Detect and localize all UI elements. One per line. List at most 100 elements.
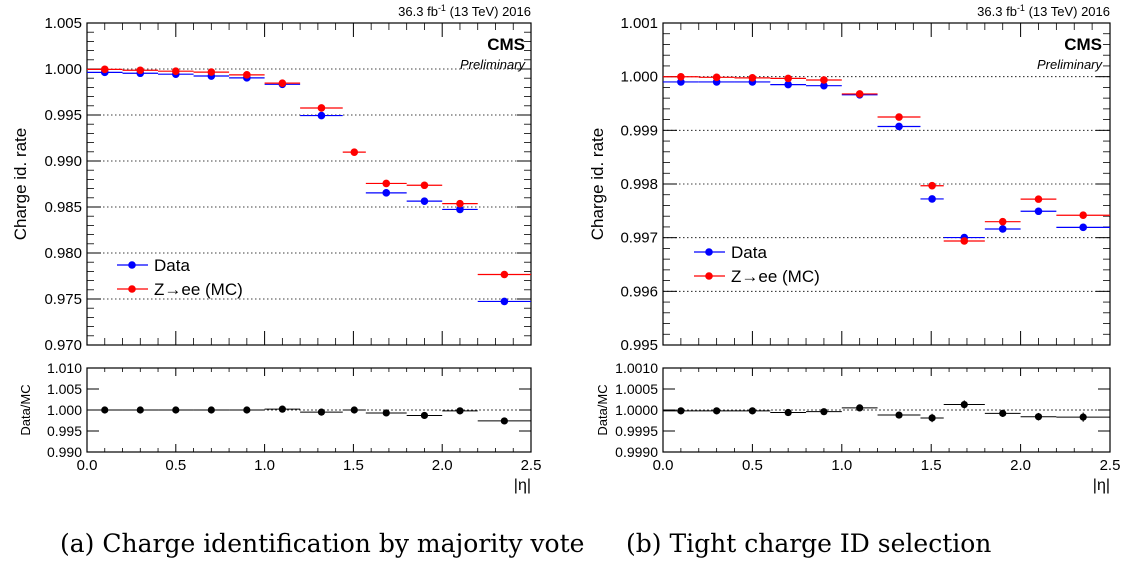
ratio-point — [928, 414, 936, 422]
data-point — [172, 67, 180, 75]
ratio-point — [101, 406, 109, 414]
ratio-series — [663, 400, 1110, 423]
ratio-point — [1079, 413, 1087, 421]
ratio-point — [820, 408, 828, 416]
y-tick-label: 0.975 — [44, 291, 82, 308]
ratio-y-tick-label: 1.0000 — [615, 402, 658, 418]
data-point — [820, 76, 828, 84]
legend-label: Z→ee (MC) — [731, 267, 820, 286]
y-tick-label: 0.990 — [44, 153, 82, 170]
data-point — [456, 205, 464, 214]
ratio-point — [350, 406, 358, 414]
x-tick-label: 1.5 — [343, 457, 364, 474]
ratio-y-tick-label: 1.010 — [47, 360, 82, 376]
x-tick-label: 1.0 — [831, 457, 852, 474]
header-lumi: 36.3 fb-1 (13 TeV) 2016 — [398, 3, 531, 19]
data-point — [382, 189, 391, 197]
data-point — [677, 72, 685, 81]
ratio-point — [784, 408, 792, 417]
data-point — [317, 104, 326, 112]
data-point — [500, 297, 509, 306]
ratio-y-axis-label: Data/MC — [18, 384, 33, 435]
data-point — [500, 270, 509, 279]
data-point — [420, 181, 429, 190]
x-tick-label: 0.0 — [77, 457, 98, 474]
data-point — [1034, 195, 1043, 203]
ratio-y-tick-label: 0.9990 — [615, 444, 658, 460]
legend-label: Z→ee (MC) — [154, 280, 243, 299]
ratio-point — [713, 407, 721, 415]
header-lumi: 36.3 fb-1 (13 TeV) 2016 — [977, 3, 1110, 19]
y-tick-label: 1.000 — [44, 61, 82, 78]
header-energy: (13 TeV) 2016 — [1025, 4, 1110, 19]
header-energy: (13 TeV) 2016 — [446, 4, 531, 19]
ratio-point — [172, 406, 180, 414]
ratio-point — [999, 409, 1007, 417]
x-axis-label: |η| — [1093, 477, 1110, 494]
x-tick-label: 2.5 — [1100, 457, 1121, 474]
header-lumi-exponent: -1 — [1017, 3, 1025, 13]
data-point — [207, 68, 216, 76]
data-point — [960, 237, 969, 245]
data-point — [350, 148, 359, 156]
data-point — [382, 179, 391, 188]
ratio-point — [1034, 413, 1043, 421]
ratio-point — [382, 409, 390, 417]
cms-label: CMS — [487, 35, 525, 54]
data-point — [278, 79, 287, 87]
y-tick-label: 0.980 — [44, 245, 82, 262]
y-tick-label: 0.998 — [620, 176, 658, 193]
y-tick-label: 0.997 — [620, 230, 658, 247]
data-point — [1079, 211, 1087, 220]
legend-label: Data — [731, 243, 767, 262]
ratio-plot-frame — [662, 367, 1111, 453]
x-tick-label: 2.0 — [432, 457, 453, 474]
series-data — [663, 78, 1110, 242]
ratio-point — [856, 404, 864, 412]
data-point — [456, 199, 464, 208]
y-axis-label: Charge id. rate — [11, 128, 30, 240]
data-point — [998, 225, 1007, 233]
data-point — [420, 197, 429, 205]
legend-label: Data — [154, 256, 190, 275]
data-point — [100, 65, 109, 74]
ratio-point — [317, 408, 326, 416]
data-point — [998, 217, 1007, 226]
data-point — [895, 113, 903, 121]
legend: Data Z→ee (MC) — [117, 256, 243, 299]
y-tick-label: 1.001 — [620, 15, 658, 32]
y-tick-label: 0.995 — [620, 337, 658, 354]
data-point — [1079, 223, 1087, 232]
data-point — [1034, 207, 1043, 216]
header-lumi-exponent: -1 — [438, 3, 446, 13]
ratio-point — [500, 417, 508, 425]
ratio-y-tick-label: 1.0005 — [615, 381, 658, 397]
x-tick-label: 1.0 — [254, 457, 275, 474]
ratio-point — [243, 406, 251, 414]
y-tick-label: 1.000 — [620, 69, 658, 86]
ratio-y-tick-label: 0.995 — [47, 423, 82, 439]
legend-marker — [705, 248, 713, 256]
header-lumi-value: 36.3 fb — [398, 4, 438, 19]
chart-panel-a: 0.970 0.975 0.980 0.985 0.990 0.995 1.000 1.005… — [11, 3, 541, 494]
ratio-point — [136, 406, 144, 414]
y-tick-label: 0.996 — [620, 283, 658, 300]
data-point — [855, 90, 864, 98]
ratio-point — [748, 407, 757, 415]
cms-label: CMS — [1064, 35, 1102, 54]
cms-sublabel: Preliminary — [460, 57, 527, 72]
legend-marker — [128, 285, 136, 293]
x-tick-label: 2.0 — [1010, 457, 1031, 474]
data-point — [136, 66, 145, 75]
ratio-y-axis-label: Data/MC — [595, 384, 610, 435]
ratio-point — [456, 407, 464, 415]
data-point — [784, 80, 792, 89]
y-axis-label: Charge id. rate — [588, 128, 607, 240]
series-mc — [663, 72, 1110, 245]
data-point — [317, 111, 326, 120]
ratio-point — [207, 406, 215, 414]
x-tick-label: 0.0 — [653, 457, 674, 474]
legend-marker — [128, 261, 136, 269]
data-point — [748, 74, 757, 82]
